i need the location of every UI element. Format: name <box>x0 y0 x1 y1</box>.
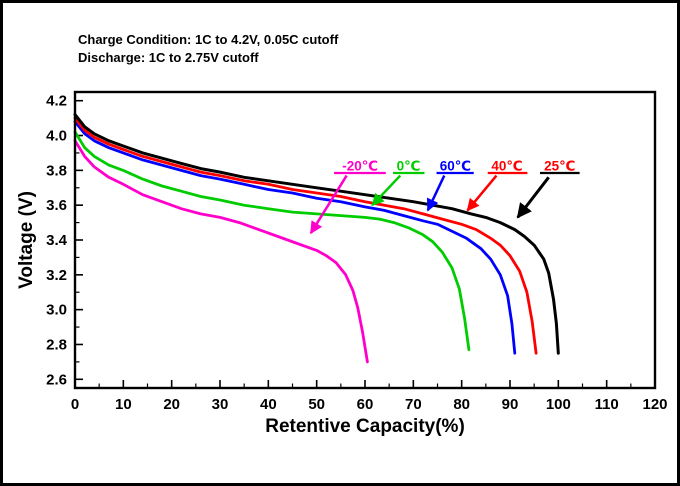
y-tick-label: 4.0 <box>46 128 67 145</box>
y-tick-label: 3.8 <box>46 162 67 179</box>
curve-25c <box>73 113 560 355</box>
curve--20c <box>73 139 369 364</box>
annotation-label-25c: 25℃ <box>544 158 575 173</box>
y-tick-label: 3.2 <box>46 267 67 284</box>
annotation-arrow-40c <box>466 174 498 212</box>
discharge-curve-chart: 0 10 20 30 40 50 60 70 80 90 100 110 120 2.6 2.8 3.0 3.2… <box>46 90 668 413</box>
annotation-label-40c: 40℃ <box>491 158 522 173</box>
x-tick-label: 50 <box>308 396 325 413</box>
y-tick-label: 3.4 <box>46 232 68 249</box>
x-tick-label: 30 <box>212 396 229 413</box>
y-tick-label: 2.8 <box>46 336 67 353</box>
x-tick-label: 80 <box>453 396 470 413</box>
x-tick-label: 70 <box>405 396 422 413</box>
x-tick-label: 0 <box>71 396 79 413</box>
x-tick-label: 40 <box>260 396 277 413</box>
x-tick-label: 60 <box>357 396 374 413</box>
annotation-label--20c: -20℃ <box>342 158 378 173</box>
y-tick-label: 3.0 <box>46 302 67 319</box>
curve-0c <box>73 130 471 352</box>
annotation-arrow-25c <box>516 176 550 219</box>
y-tick-label: 4.2 <box>46 93 67 110</box>
plot-frame <box>73 90 657 390</box>
x-tick-label: 10 <box>115 396 132 413</box>
x-tick-label: 20 <box>163 396 180 413</box>
x-tick-label: 120 <box>642 396 667 413</box>
charge-condition-block: Charge Condition: 1C to 4.2V, 0.05C cuto… <box>78 31 338 67</box>
x-tick-label: 110 <box>595 396 619 413</box>
x-tick-label: 100 <box>546 396 571 413</box>
annotation-arrow--20c <box>309 174 348 235</box>
annotation-arrow-0c <box>371 174 402 207</box>
curve-60c <box>73 120 517 355</box>
condition-line-2: Discharge: 1C to 2.75V cutoff <box>78 50 259 65</box>
x-axis-title: Retentive Capacity(%) <box>265 416 465 437</box>
annotation-arrow-60c <box>426 175 446 212</box>
annotation-label-0c: 0℃ <box>397 158 421 173</box>
annotation-label-60c: 60℃ <box>440 158 471 173</box>
y-tick-label: 2.6 <box>46 371 67 388</box>
x-tick-label: 90 <box>502 396 519 413</box>
curve-40c <box>73 116 538 355</box>
y-tick-label: 3.6 <box>46 197 67 214</box>
condition-line-1: Charge Condition: 1C to 4.2V, 0.05C cuto… <box>78 32 339 47</box>
